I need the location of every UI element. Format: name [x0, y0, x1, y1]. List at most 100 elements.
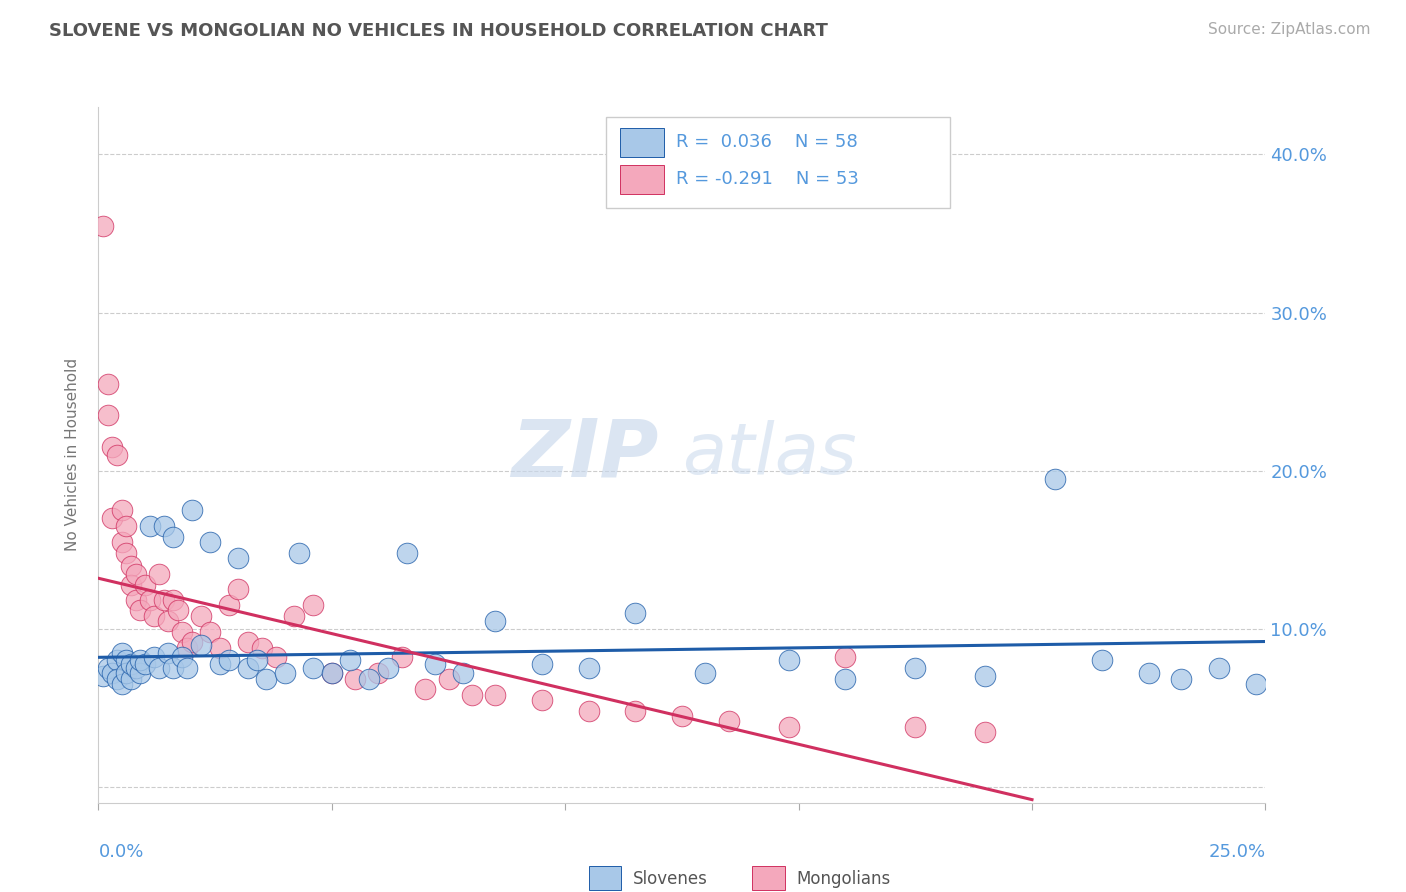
Point — [530, 693, 553, 707]
Point — [120, 673, 142, 687]
Point — [339, 653, 361, 667]
Point — [321, 666, 343, 681]
Point — [484, 688, 506, 702]
Point — [97, 376, 120, 391]
Text: Source: ZipAtlas.com: Source: ZipAtlas.com — [1208, 22, 1371, 37]
Point — [321, 666, 343, 681]
Point — [395, 546, 418, 560]
Point — [162, 661, 184, 675]
Point — [359, 673, 381, 687]
Point — [172, 650, 194, 665]
Point — [125, 593, 148, 607]
Point — [1208, 661, 1230, 675]
Point — [302, 598, 325, 612]
Point — [180, 634, 202, 648]
Point — [208, 640, 231, 655]
Point — [246, 653, 269, 667]
Point — [778, 653, 800, 667]
Point — [148, 566, 170, 581]
Point — [97, 409, 120, 423]
Point — [148, 661, 170, 675]
Point — [904, 661, 927, 675]
Text: ZIP: ZIP — [512, 416, 658, 494]
Point — [236, 661, 259, 675]
Point — [143, 609, 166, 624]
Text: Slovenes: Slovenes — [633, 871, 707, 888]
Point — [166, 603, 188, 617]
Point — [283, 609, 305, 624]
Point — [91, 219, 114, 233]
Point — [97, 661, 120, 675]
Point — [578, 661, 600, 675]
Point — [484, 614, 506, 628]
Point — [120, 577, 142, 591]
Text: R =  0.036    N = 58: R = 0.036 N = 58 — [676, 133, 858, 151]
Point — [111, 677, 134, 691]
Point — [157, 646, 180, 660]
Bar — [589, 866, 621, 889]
Bar — [752, 866, 785, 889]
Point — [250, 640, 273, 655]
Point — [288, 546, 311, 560]
Point — [129, 653, 152, 667]
FancyBboxPatch shape — [606, 118, 950, 208]
Point — [125, 661, 148, 675]
Point — [105, 653, 128, 667]
Point — [105, 673, 128, 687]
Point — [1091, 653, 1114, 667]
Point — [120, 657, 142, 671]
Point — [413, 681, 436, 696]
Point — [120, 558, 142, 573]
Point — [834, 650, 856, 665]
Point — [105, 448, 128, 462]
Point — [228, 582, 250, 597]
Point — [134, 577, 156, 591]
Text: atlas: atlas — [682, 420, 856, 490]
Point — [152, 519, 174, 533]
Point — [190, 609, 212, 624]
Point — [190, 638, 212, 652]
Point — [101, 666, 124, 681]
Point — [437, 673, 460, 687]
Point — [1137, 666, 1160, 681]
Point — [162, 530, 184, 544]
Point — [1244, 677, 1267, 691]
Point — [129, 666, 152, 681]
Point — [129, 603, 152, 617]
Point — [624, 704, 647, 718]
Point — [228, 550, 250, 565]
Point — [143, 650, 166, 665]
Point — [101, 440, 124, 454]
Point — [172, 625, 194, 640]
Point — [1170, 673, 1192, 687]
Point — [274, 666, 297, 681]
Point — [200, 534, 222, 549]
Point — [139, 593, 162, 607]
Point — [139, 519, 162, 533]
Text: 0.0%: 0.0% — [98, 843, 143, 861]
Point — [152, 593, 174, 607]
Point — [695, 666, 717, 681]
Point — [264, 650, 287, 665]
Point — [162, 593, 184, 607]
Point — [834, 673, 856, 687]
Point — [974, 669, 997, 683]
Point — [218, 598, 240, 612]
Point — [111, 534, 134, 549]
Point — [778, 720, 800, 734]
Point — [461, 688, 484, 702]
Point — [115, 519, 138, 533]
Point — [134, 657, 156, 671]
Point — [115, 666, 138, 681]
Point — [344, 673, 367, 687]
Point — [115, 546, 138, 560]
Point — [101, 511, 124, 525]
Point — [256, 673, 278, 687]
Point — [115, 653, 138, 667]
Point — [180, 503, 202, 517]
Text: R = -0.291    N = 53: R = -0.291 N = 53 — [676, 169, 859, 187]
Point — [530, 657, 553, 671]
Point — [578, 704, 600, 718]
Point — [717, 714, 740, 728]
Point — [367, 666, 389, 681]
